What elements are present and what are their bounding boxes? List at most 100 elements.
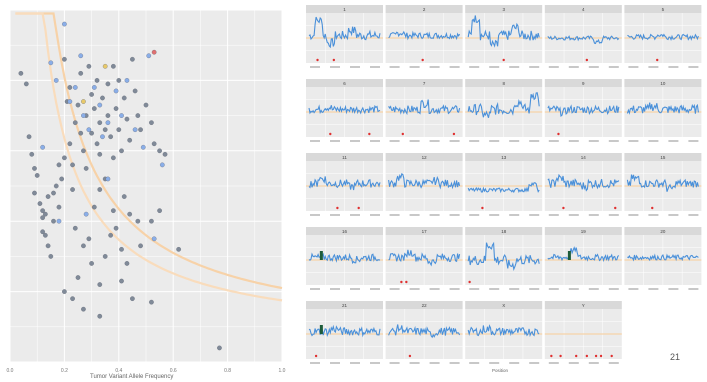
- vaf-scatter-plot: 0.0 0.2 0.4 0.6 0.8 1.0: [7, 9, 286, 374]
- facet-tick-label: [648, 140, 659, 142]
- facet-strip: [385, 153, 463, 161]
- signal-trace: [547, 173, 620, 192]
- facet-tick-label: [568, 214, 579, 216]
- facet-tick-label: [429, 66, 440, 68]
- facet-label: 1: [343, 7, 346, 12]
- facet-tick-label: [608, 288, 619, 290]
- scatter-point: [151, 49, 157, 55]
- scatter-point: [70, 187, 75, 192]
- facet-tick-label: [548, 288, 559, 290]
- scatter-point: [116, 78, 122, 83]
- scatter-point: [138, 243, 143, 249]
- scatter-point: [105, 113, 111, 118]
- facet-tick-label: [469, 140, 480, 142]
- facet-label: 11: [342, 155, 347, 160]
- signal-trace: [388, 30, 461, 41]
- facet-tick-label: [648, 214, 659, 216]
- event-marker: [614, 206, 617, 210]
- facet-tick-label: [548, 140, 559, 142]
- scatter-point: [124, 116, 130, 122]
- event-marker: [332, 58, 336, 62]
- event-marker: [599, 354, 603, 358]
- scatter-point: [62, 21, 67, 27]
- event-marker: [316, 58, 319, 62]
- facet-tick-label: [568, 66, 579, 68]
- facet-tick-label: [668, 288, 679, 290]
- facet-strip: [465, 301, 543, 309]
- event-marker: [481, 206, 484, 210]
- signal-trace: [388, 324, 461, 339]
- scatter-point: [124, 261, 130, 266]
- scatter-point: [108, 134, 113, 140]
- event-marker: [610, 354, 613, 358]
- scatter-point: [113, 106, 119, 111]
- scatter-point: [34, 173, 40, 178]
- signal-trace: [627, 33, 699, 42]
- facet-strip: [465, 79, 543, 87]
- threshold-curve: [15, 12, 283, 302]
- signal-trace: [547, 35, 620, 45]
- facet-tick-label: [548, 362, 559, 364]
- facet-strip: [306, 301, 383, 309]
- scatter-point: [143, 102, 149, 108]
- scatter-point: [119, 113, 124, 118]
- scatter-point: [67, 99, 73, 104]
- scatter-point: [130, 296, 135, 301]
- facet-tick-label: [648, 288, 659, 290]
- scatter-point: [97, 282, 103, 287]
- event-marker: [357, 206, 360, 210]
- signal-trace: [467, 92, 540, 118]
- scatter-point: [149, 218, 154, 224]
- scatter-point: [81, 113, 86, 118]
- scatter-point: [43, 211, 48, 217]
- scatter-point: [159, 162, 165, 168]
- scatter-point: [67, 141, 73, 147]
- scatter-point: [119, 247, 124, 252]
- scatter-point: [162, 151, 168, 157]
- facet-tick-label: [350, 288, 360, 290]
- facet-tick-label: [330, 66, 340, 68]
- scatter-point: [149, 120, 154, 125]
- scatter-point: [48, 60, 54, 66]
- facet-tick-label: [568, 288, 579, 290]
- facet-tick-label: [310, 288, 320, 290]
- signal-trace: [388, 99, 461, 116]
- scatter-point: [132, 127, 138, 133]
- scatter-point: [89, 92, 94, 97]
- facet-strip: [385, 227, 463, 235]
- scatter-point: [62, 56, 67, 62]
- facet-tick-label: [548, 66, 559, 68]
- facet-tick-label: [628, 214, 639, 216]
- event-marker: [336, 206, 339, 210]
- facet-tick-label: [509, 214, 520, 216]
- scatter-point: [81, 243, 86, 249]
- scatter-point: [157, 208, 162, 213]
- facet-tick-label: [548, 214, 559, 216]
- scatter-point: [26, 134, 32, 140]
- facet-tick-label: [489, 288, 500, 290]
- facet-tick-label: [509, 362, 520, 364]
- scatter-point: [37, 201, 43, 206]
- scatter-point: [108, 232, 113, 238]
- scatter-point: [97, 187, 103, 192]
- event-marker: [400, 280, 403, 284]
- facet-strip: [385, 79, 463, 87]
- event-marker: [585, 354, 589, 358]
- facet-tick-label: [389, 288, 400, 290]
- facet-tick-label: [469, 66, 480, 68]
- facet-tick-label: [608, 140, 619, 142]
- facet-strip: [544, 153, 622, 161]
- facet-tick-label: [588, 214, 599, 216]
- scatter-point: [18, 71, 24, 76]
- facet-label: 20: [660, 229, 666, 234]
- scatter-point: [132, 88, 138, 94]
- facet-tick-label: [588, 362, 599, 364]
- facet-tick-label: [628, 66, 639, 68]
- facet-strip: [306, 79, 383, 87]
- facet-tick-label: [568, 362, 579, 364]
- event-marker: [562, 206, 565, 210]
- event-marker: [421, 58, 424, 62]
- facet-tick-label: [370, 140, 380, 142]
- facet-tick-label: [370, 66, 380, 68]
- facet-tick-label: [389, 66, 400, 68]
